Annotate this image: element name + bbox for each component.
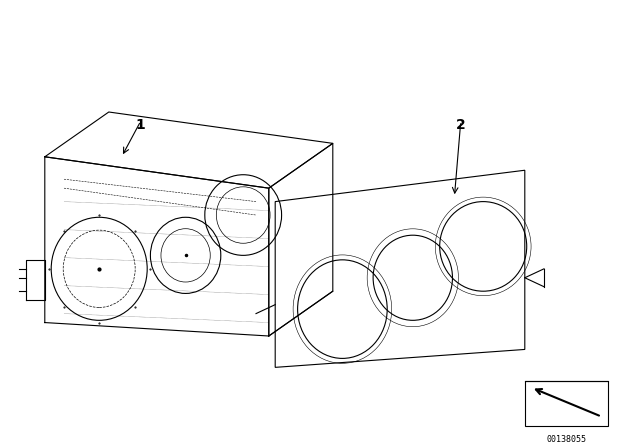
Text: 1: 1 [136, 118, 146, 133]
Bar [525, 381, 608, 426]
Text: 2: 2 [456, 118, 466, 133]
Text: 00138055: 00138055 [547, 435, 586, 444]
